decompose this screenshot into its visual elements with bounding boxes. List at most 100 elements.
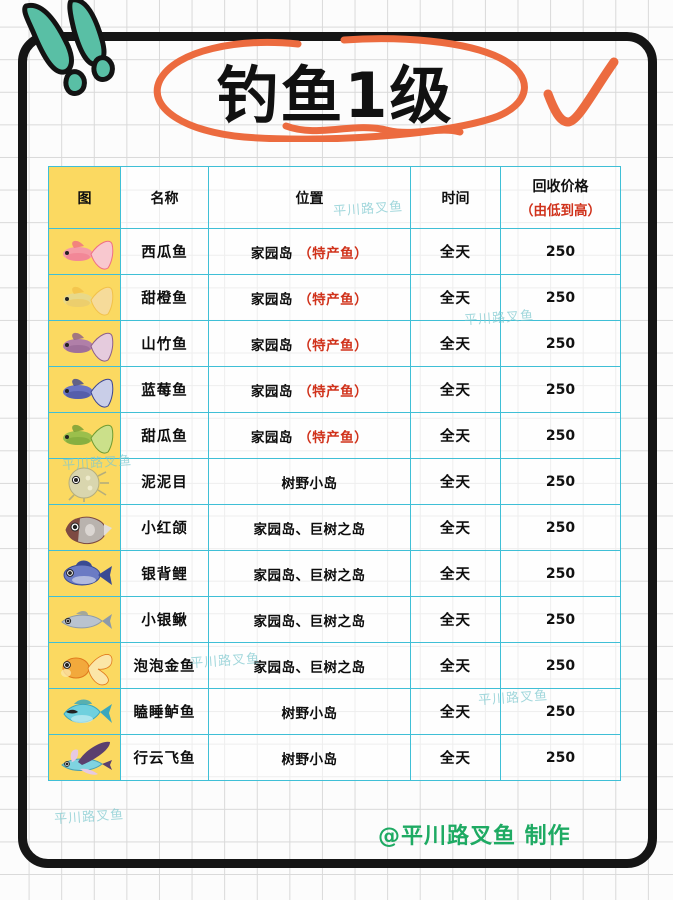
fish-image-cell bbox=[48, 504, 121, 551]
fish-name-cell: 山竹鱼 bbox=[120, 320, 209, 367]
fish-price-cell: 250 bbox=[500, 596, 621, 643]
orange-hand-drawn-circle-icon bbox=[153, 35, 528, 142]
column-header-image: 图 bbox=[48, 166, 121, 229]
fish-name-cell: 西瓜鱼 bbox=[120, 228, 209, 275]
table-row: 泥泥目 树野小岛 全天 250 bbox=[48, 458, 621, 505]
fish-time-cell: 全天 bbox=[410, 274, 501, 321]
location-text: 树野小岛 bbox=[281, 705, 338, 722]
fish-image-cell bbox=[48, 412, 121, 459]
fish-location-cell: 树野小岛 bbox=[208, 734, 411, 781]
sleepy-bass-icon bbox=[49, 690, 120, 734]
pufferfish-icon bbox=[49, 460, 120, 504]
table-row: 山竹鱼 家园岛 （特产鱼） 全天 250 bbox=[48, 320, 621, 367]
location-text: 家园岛 bbox=[250, 245, 293, 262]
location-text: 家园岛、巨树之岛 bbox=[253, 613, 366, 630]
table-header-row: 图 名称 位置 时间 回收价格 （由低到高） bbox=[48, 166, 621, 229]
fish-image-cell bbox=[48, 274, 121, 321]
table-row: 银背鲤 家园岛、巨树之岛 全天 250 bbox=[48, 550, 621, 597]
table-row: 瞌睡鲈鱼 树野小岛 全天 250 bbox=[48, 688, 621, 735]
fish-name-cell: 甜瓜鱼 bbox=[120, 412, 209, 459]
fish-price-cell: 250 bbox=[500, 274, 621, 321]
guppy-orange-icon bbox=[49, 276, 120, 320]
fish-name-cell: 行云飞鱼 bbox=[120, 734, 209, 781]
fish-time-cell: 全天 bbox=[410, 458, 501, 505]
silver-carp-icon bbox=[49, 552, 120, 596]
author-credit: @平川路叉鱼 制作 bbox=[378, 824, 571, 849]
guppy-blue-icon bbox=[49, 368, 120, 412]
fish-name-cell: 小银鳅 bbox=[120, 596, 209, 643]
column-header-price: 回收价格 （由低到高） bbox=[500, 166, 621, 229]
fish-time-cell: 全天 bbox=[410, 550, 501, 597]
column-header-time: 时间 bbox=[410, 166, 501, 229]
table-row: 蓝莓鱼 家园岛 （特产鱼） 全天 250 bbox=[48, 366, 621, 413]
fish-location-cell: 家园岛 （特产鱼） bbox=[208, 412, 411, 459]
table-row: 泡泡金鱼 家园岛、巨树之岛 全天 250 bbox=[48, 642, 621, 689]
flying-fish-icon bbox=[49, 736, 120, 780]
fish-location-cell: 家园岛 （特产鱼） bbox=[208, 320, 411, 367]
fish-name-cell: 银背鲤 bbox=[120, 550, 209, 597]
fish-image-cell bbox=[48, 458, 121, 505]
fish-time-cell: 全天 bbox=[410, 412, 501, 459]
fish-name-cell: 甜橙鱼 bbox=[120, 274, 209, 321]
fish-location-cell: 家园岛、巨树之岛 bbox=[208, 596, 411, 643]
fish-name-cell: 泥泥目 bbox=[120, 458, 209, 505]
fish-location-cell: 树野小岛 bbox=[208, 458, 411, 505]
fish-location-cell: 家园岛、巨树之岛 bbox=[208, 504, 411, 551]
location-text: 树野小岛 bbox=[281, 475, 338, 492]
fish-table: 图 名称 位置 时间 回收价格 （由低到高） 西瓜鱼 家园岛 （特产鱼） 全天 250… bbox=[48, 166, 621, 781]
fish-image-cell bbox=[48, 642, 121, 689]
double-exclamation-mark-icon bbox=[22, 0, 115, 96]
table-row: 甜橙鱼 家园岛 （特产鱼） 全天 250 bbox=[48, 274, 621, 321]
table-row: 行云飞鱼 树野小岛 全天 250 bbox=[48, 734, 621, 781]
table-row: 小红颌 家园岛、巨树之岛 全天 250 bbox=[48, 504, 621, 551]
fish-image-cell bbox=[48, 550, 121, 597]
bubble-goldfish-icon bbox=[49, 644, 120, 688]
location-text: 家园岛 bbox=[250, 429, 293, 446]
location-text: 家园岛、巨树之岛 bbox=[253, 521, 366, 538]
location-text: 家园岛、巨树之岛 bbox=[253, 567, 366, 584]
column-header-price-sub: （由低到高） bbox=[520, 203, 601, 219]
fish-price-cell: 250 bbox=[500, 320, 621, 367]
fish-time-cell: 全天 bbox=[410, 320, 501, 367]
orange-checkmark-icon bbox=[543, 57, 619, 127]
fish-image-cell bbox=[48, 596, 121, 643]
page-title: 钓鱼1级 bbox=[216, 59, 454, 132]
fish-image-cell bbox=[48, 688, 121, 735]
special-fish-tag: （特产鱼） bbox=[298, 337, 369, 354]
fish-name-cell: 泡泡金鱼 bbox=[120, 642, 209, 689]
fish-name-cell: 蓝莓鱼 bbox=[120, 366, 209, 413]
fish-price-cell: 250 bbox=[500, 504, 621, 551]
fish-location-cell: 家园岛、巨树之岛 bbox=[208, 642, 411, 689]
guppy-purple-icon bbox=[49, 322, 120, 366]
fish-time-cell: 全天 bbox=[410, 734, 501, 781]
column-header-name: 名称 bbox=[120, 166, 209, 229]
location-text: 家园岛 bbox=[250, 291, 293, 308]
fish-price-cell: 250 bbox=[500, 366, 621, 413]
column-header-location: 位置 bbox=[208, 166, 411, 229]
fish-price-cell: 250 bbox=[500, 228, 621, 275]
fish-image-cell bbox=[48, 366, 121, 413]
fish-time-cell: 全天 bbox=[410, 642, 501, 689]
fish-price-cell: 250 bbox=[500, 458, 621, 505]
fish-name-cell: 小红颌 bbox=[120, 504, 209, 551]
column-header-price-main: 回收价格 bbox=[532, 179, 589, 195]
guppy-green-icon bbox=[49, 414, 120, 458]
special-fish-tag: （特产鱼） bbox=[298, 245, 369, 262]
table-body: 西瓜鱼 家园岛 （特产鱼） 全天 250 甜橙鱼 家园岛 （特产鱼） 全天 250 山竹鱼家… bbox=[48, 228, 621, 781]
table-row: 甜瓜鱼 家园岛 （特产鱼） 全天 250 bbox=[48, 412, 621, 459]
fish-price-cell: 250 bbox=[500, 688, 621, 735]
silver-loach-icon bbox=[49, 598, 120, 642]
location-text: 家园岛 bbox=[250, 383, 293, 400]
special-fish-tag: （特产鱼） bbox=[298, 291, 369, 308]
fish-time-cell: 全天 bbox=[410, 596, 501, 643]
fish-location-cell: 树野小岛 bbox=[208, 688, 411, 735]
fish-price-cell: 250 bbox=[500, 550, 621, 597]
red-jaw-fish-icon bbox=[49, 506, 120, 550]
table-row: 西瓜鱼 家园岛 （特产鱼） 全天 250 bbox=[48, 228, 621, 275]
fish-time-cell: 全天 bbox=[410, 228, 501, 275]
table-row: 小银鳅 家园岛、巨树之岛 全天 250 bbox=[48, 596, 621, 643]
fish-time-cell: 全天 bbox=[410, 688, 501, 735]
location-text: 树野小岛 bbox=[281, 751, 338, 768]
special-fish-tag: （特产鱼） bbox=[298, 429, 369, 446]
fish-location-cell: 家园岛、巨树之岛 bbox=[208, 550, 411, 597]
